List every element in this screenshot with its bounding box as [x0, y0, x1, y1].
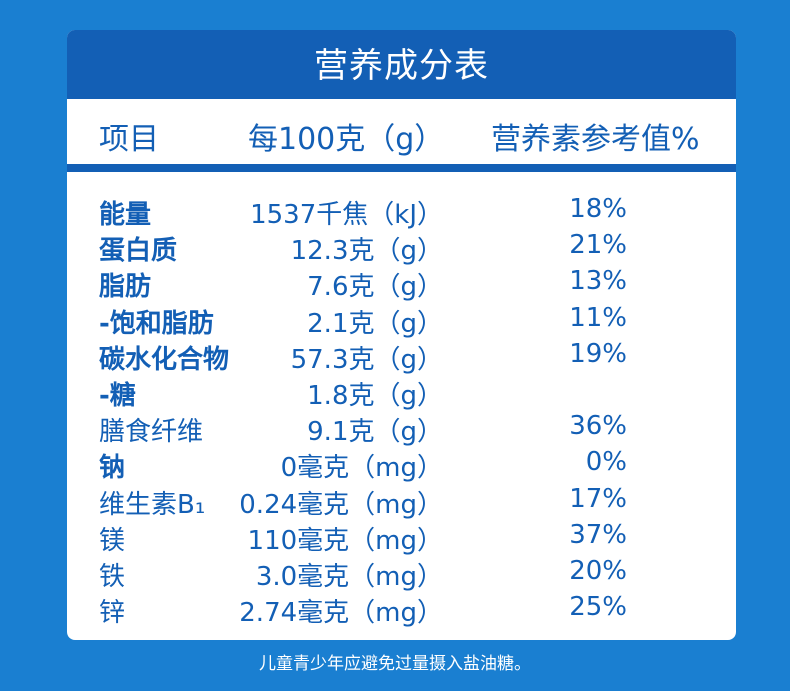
table-row: 镁 110毫克（mg） 37%	[67, 516, 736, 556]
nutrition-table-card: 营养成分表 项目 每100克（g） 营养素参考值% 能量 1537千焦（kJ） 18…	[67, 30, 736, 640]
table-row: -糖 1.8克（g）	[67, 371, 736, 411]
table-header: 项目 每100克（g） 营养素参考值%	[67, 99, 736, 164]
nutrient-name: 能量	[99, 200, 152, 230]
table-body: 能量 1537千焦（kJ） 18% 蛋白质 12.3克（g） 21% 脂肪 7.6克（g） 13…	[67, 190, 736, 628]
nutrient-name: 镁	[99, 525, 126, 556]
header-item: 项目	[99, 122, 159, 157]
header-nrv: 营养素参考值%	[491, 122, 700, 157]
nutrient-amount: 7.6克（g）	[307, 272, 443, 303]
nutrient-nrv: 37%	[569, 519, 627, 550]
nutrient-name: 膳食纤维	[99, 417, 204, 448]
nutrient-nrv: 19%	[569, 338, 627, 369]
nutrient-name: 脂肪	[99, 272, 152, 303]
nutrient-amount: 0毫克（mg）	[280, 453, 443, 484]
nutrient-nrv: 11%	[569, 302, 627, 333]
nutrient-name: 钠	[99, 453, 126, 484]
nutrient-nrv: 0%	[585, 447, 627, 478]
nutrient-amount: 1537千焦（kJ）	[250, 200, 443, 230]
header-per-100g: 每100克（g）	[248, 122, 445, 157]
nutrient-nrv: 13%	[569, 266, 627, 297]
table-title: 营养成分表	[67, 30, 736, 99]
nutrient-name: 铁	[99, 561, 126, 592]
nutrient-nrv: 25%	[569, 592, 627, 623]
nutrient-nrv: 17%	[569, 483, 627, 514]
table-row: 能量 1537千焦（kJ） 18%	[67, 190, 736, 230]
footer-note: 儿童青少年应避免过量摄入盐油糖。	[259, 654, 531, 674]
nutrient-amount: 2.1克（g）	[307, 308, 443, 339]
table-row: 膳食纤维 9.1克（g） 36%	[67, 407, 736, 447]
nutrient-name: -糖	[99, 380, 136, 411]
nutrient-amount: 9.1克（g）	[307, 417, 443, 448]
table-row: -饱和脂肪 2.1克（g） 11%	[67, 299, 736, 339]
nutrient-amount: 110毫克（mg）	[247, 525, 443, 556]
nutrient-nrv: 20%	[569, 555, 627, 586]
table-row: 钠 0毫克（mg） 0%	[67, 443, 736, 483]
table-row: 铁 3.0毫克（mg） 20%	[67, 552, 736, 592]
table-row: 维生素B₁ 0.24毫克（mg） 17%	[67, 480, 736, 520]
nutrient-name: 锌	[99, 598, 126, 629]
nutrient-nrv: 36%	[569, 411, 627, 442]
nutrient-nrv: 21%	[569, 230, 627, 261]
nutrient-nrv: 18%	[569, 194, 627, 224]
table-row: 蛋白质 12.3克（g） 21%	[67, 226, 736, 266]
nutrient-amount: 12.3克（g）	[290, 236, 443, 267]
nutrient-amount: 1.8克（g）	[307, 380, 443, 411]
table-row: 脂肪 7.6克（g） 13%	[67, 262, 736, 302]
nutrient-amount: 3.0毫克（mg）	[255, 561, 443, 592]
header-divider	[67, 164, 736, 172]
table-row: 锌 2.74毫克（mg） 25%	[67, 588, 736, 628]
nutrient-amount: 0.24毫克（mg）	[239, 489, 443, 520]
nutrient-amount: 57.3克（g）	[290, 344, 443, 375]
nutrient-name: 蛋白质	[99, 236, 178, 267]
nutrient-name: 维生素B₁	[99, 489, 206, 520]
nutrient-name: 碳水化合物	[99, 344, 230, 375]
nutrient-name: -饱和脂肪	[99, 308, 214, 339]
nutrient-amount: 2.74毫克（mg）	[239, 598, 443, 629]
table-row: 碳水化合物 57.3克（g） 19%	[67, 335, 736, 375]
